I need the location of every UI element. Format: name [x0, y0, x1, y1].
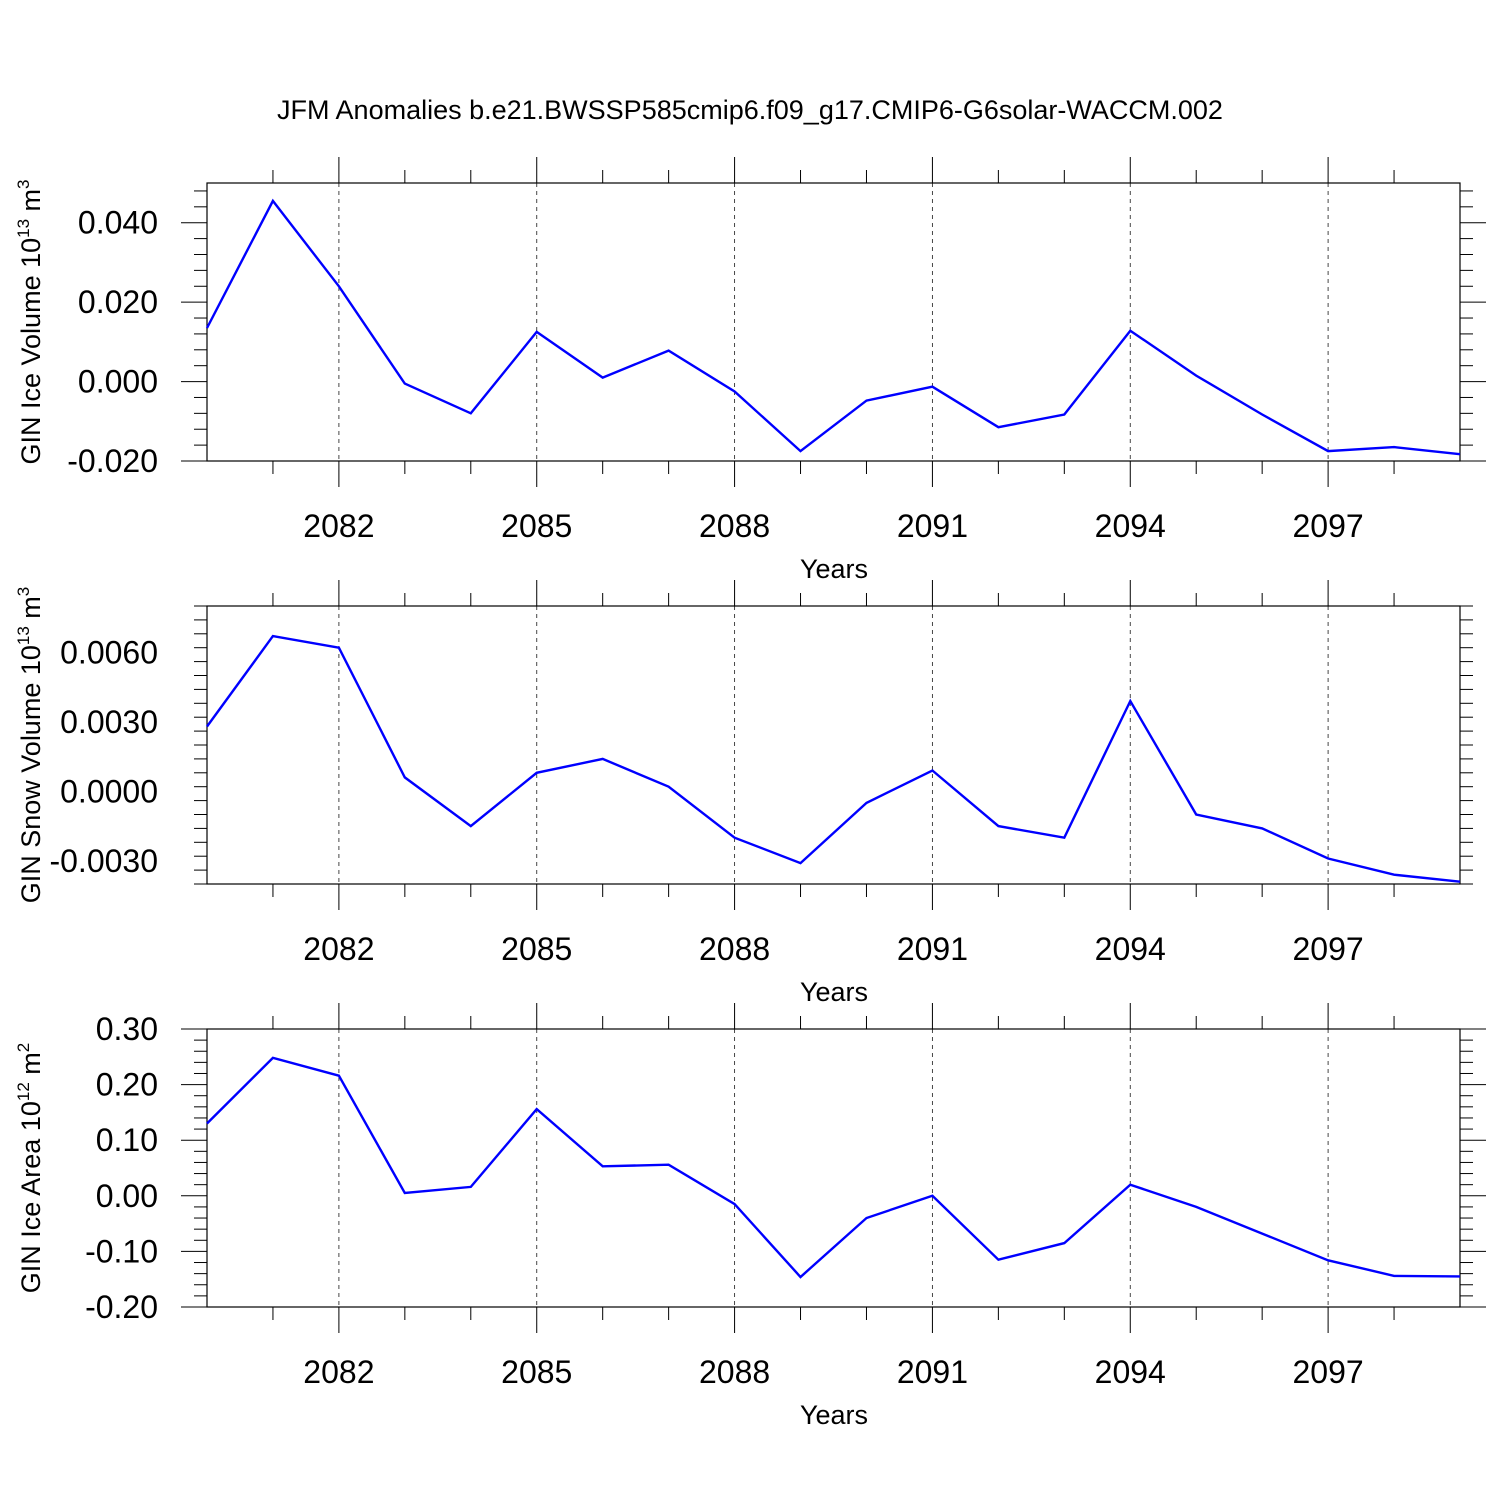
chart-title: JFM Anomalies b.e21.BWSSP585cmip6.f09_g1… [277, 95, 1223, 125]
x-tick-label: 2097 [1293, 931, 1364, 967]
x-tick-label: 2088 [699, 1354, 770, 1390]
x-tick-label: 2085 [501, 1354, 572, 1390]
y-tick-label: 0.040 [78, 205, 158, 241]
x-tick-label: 2082 [303, 931, 374, 967]
x-tick-label: 2088 [699, 508, 770, 544]
x-tick-label: 2088 [699, 931, 770, 967]
y-axis-label: GIN Snow Volume 1013 m3 [14, 587, 46, 904]
panel-3: -0.20 -0.10 0.00 0.10 0.20 0.30 2082 2085 2088 20… [14, 1003, 1486, 1430]
x-axis-label: Years [800, 977, 868, 1007]
x-tick-label: 2082 [303, 1354, 374, 1390]
y-axis-label: GIN Ice Volume 1013 m3 [14, 179, 46, 464]
x-tick-label: 2094 [1095, 1354, 1166, 1390]
x-tick-label: 2097 [1293, 508, 1364, 544]
series-line [206, 1056, 1461, 1279]
plot-frame [206, 605, 1461, 885]
y-tick-label: 0.30 [96, 1011, 158, 1047]
y-tick-label: -0.10 [85, 1233, 158, 1269]
x-tick-label: 2091 [897, 508, 968, 544]
panel-1: -0.020 0.000 0.020 0.040 2082 2085 2088 2091 209… [14, 157, 1486, 584]
x-tick-label: 2097 [1293, 1354, 1364, 1390]
x-axis-label: Years [800, 554, 868, 584]
x-axis-label: Years [800, 1400, 868, 1430]
y-tick-label: -0.0030 [49, 843, 158, 879]
x-tick-label: 2094 [1095, 508, 1166, 544]
y-tick-label: -0.20 [85, 1289, 158, 1325]
x-tick-label: 2082 [303, 508, 374, 544]
x-tick-label: 2085 [501, 508, 572, 544]
x-tick-label: 2091 [897, 1354, 968, 1390]
y-tick-label: 0.020 [78, 284, 158, 320]
series-line [206, 634, 1461, 883]
y-axis-label: GIN Ice Area 1012 m2 [14, 1043, 46, 1294]
y-tick-label: -0.020 [67, 443, 158, 479]
series-line [205, 198, 1461, 456]
plot-frame [206, 1028, 1461, 1308]
y-tick-label: 0.20 [96, 1067, 158, 1103]
y-tick-label: 0.000 [78, 364, 158, 400]
y-tick-label: 0.0000 [60, 773, 158, 809]
x-tick-label: 2091 [897, 931, 968, 967]
y-tick-label: 0.10 [96, 1122, 158, 1158]
plot-frame [206, 182, 1461, 462]
y-tick-label: 0.0030 [60, 704, 158, 740]
panel-2: -0.0030 0.0000 0.0030 0.0060 2082 2085 2088 209… [14, 580, 1473, 1007]
x-tick-label: 2085 [501, 931, 572, 967]
x-tick-label: 2094 [1095, 931, 1166, 967]
y-tick-label: 0.0060 [60, 634, 158, 670]
y-tick-label: 0.00 [96, 1178, 158, 1214]
